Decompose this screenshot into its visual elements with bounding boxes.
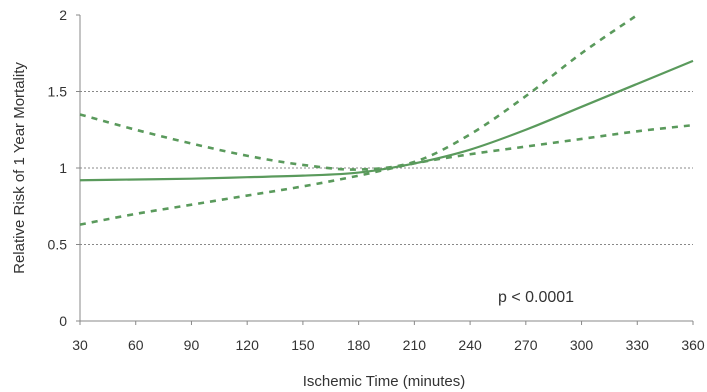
x-tick-label-5: 180: [347, 337, 371, 353]
axes: [76, 14, 694, 325]
x-axis-label: Ischemic Time (minutes): [303, 373, 466, 390]
series-upper-bound-line: [79, 13, 639, 171]
x-tick-label-10: 330: [626, 337, 650, 353]
y-axis-label: Relative Risk of 1 Year Mortality: [11, 62, 28, 274]
x-tick-label-6: 210: [403, 337, 427, 353]
y-tick-label-1: 0.5: [48, 237, 68, 253]
y-tick-label-4: 2: [59, 7, 67, 23]
series-lower-bound-line: [79, 123, 694, 226]
x-tick-label-8: 270: [514, 337, 538, 353]
x-tick-label-1: 60: [128, 337, 144, 353]
x-tick-label-9: 300: [570, 337, 594, 353]
x-tick-label-0: 30: [72, 337, 88, 353]
x-tick-label-3: 120: [236, 337, 260, 353]
x-tick-label-2: 90: [184, 337, 200, 353]
p-value-annotation: p < 0.0001: [498, 289, 574, 306]
y-tick-label-0: 0: [59, 313, 67, 329]
y-tick-label-2: 1: [59, 160, 67, 176]
x-tick-label-11: 360: [681, 337, 705, 353]
x-tick-label-4: 150: [291, 337, 315, 353]
x-tick-label-7: 240: [458, 337, 482, 353]
y-tick-labels: 0 0.5 1 1.5 2: [48, 7, 68, 329]
series-estimate-line: [79, 59, 694, 182]
series-group: [79, 13, 694, 226]
y-tick-label-3: 1.5: [48, 84, 68, 100]
x-tick-labels: 30 60 90 120 150 180 210 240 270 300 330 360: [72, 337, 705, 353]
